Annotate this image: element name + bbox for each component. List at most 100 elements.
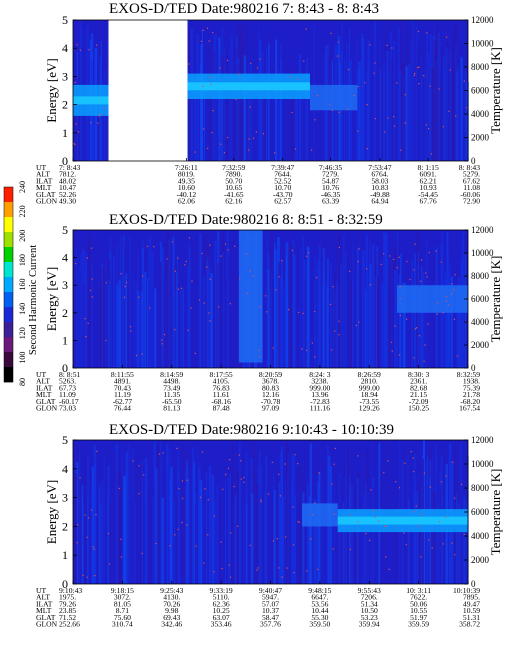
spectrum-streak bbox=[224, 285, 226, 368]
temperature-point bbox=[90, 122, 92, 124]
spectrum-streak bbox=[167, 239, 170, 368]
spectrum-streak bbox=[399, 70, 402, 161]
spectrum-streak bbox=[287, 472, 288, 584]
spectrum-streak bbox=[82, 283, 86, 368]
temperature-point bbox=[209, 278, 211, 280]
spectrum-streak bbox=[74, 501, 77, 584]
spectrum-streak bbox=[443, 271, 446, 368]
temperature-point bbox=[418, 83, 420, 85]
table-row-label: ILAT bbox=[36, 383, 53, 392]
spectrum-streak bbox=[87, 498, 89, 584]
spectrum-streak bbox=[213, 80, 214, 161]
temperature-point bbox=[199, 496, 202, 498]
spectrum-streak bbox=[228, 46, 230, 161]
temperature-point bbox=[346, 108, 349, 110]
temperature-point bbox=[240, 460, 242, 462]
table-cell: 9.98 bbox=[165, 606, 178, 615]
spectrum-streak bbox=[413, 490, 416, 584]
spectrum-streak bbox=[121, 449, 123, 584]
temperature-point bbox=[100, 113, 102, 115]
spectrum-streak bbox=[76, 462, 79, 584]
table-cell: 5279. bbox=[463, 170, 480, 179]
table-cell: 7:26:11 bbox=[175, 163, 198, 172]
spectrum-streak bbox=[460, 57, 463, 162]
temperature-point bbox=[369, 284, 371, 286]
temperature-point bbox=[297, 78, 299, 80]
spectrum-streak bbox=[445, 47, 449, 161]
temperature-point bbox=[284, 463, 286, 465]
spectrum-streak bbox=[78, 452, 81, 584]
temperature-point bbox=[245, 253, 247, 255]
table-cell: 54.87 bbox=[322, 176, 339, 185]
table-cell: 9:33:19 bbox=[210, 586, 233, 595]
spectrum-streak bbox=[394, 502, 397, 584]
y2-tick-label: 4000 bbox=[471, 531, 490, 541]
spectrum-streak bbox=[435, 493, 436, 584]
temperature-point bbox=[440, 261, 442, 263]
spectrum-streak bbox=[316, 482, 320, 584]
table-cell: 310.74 bbox=[112, 620, 133, 629]
spectrum-streak bbox=[362, 255, 364, 368]
spectrum-streak bbox=[76, 78, 79, 161]
spectrum-streak bbox=[327, 258, 329, 368]
spectrum-streak bbox=[176, 495, 178, 584]
table-row-label: GLON bbox=[36, 620, 58, 629]
temperature-point bbox=[416, 327, 418, 329]
temperature-point bbox=[124, 285, 126, 288]
temperature-point bbox=[293, 572, 295, 574]
spectrum-streak bbox=[449, 52, 451, 161]
temperature-point bbox=[201, 252, 203, 255]
temperature-point bbox=[177, 257, 179, 259]
temperature-point bbox=[78, 131, 80, 133]
table-cell: 10.76 bbox=[322, 183, 339, 192]
temperature-point bbox=[243, 481, 245, 483]
y2-tick-label: 12000 bbox=[471, 225, 494, 235]
table-cell: 80.83 bbox=[262, 383, 279, 392]
temperature-point bbox=[445, 516, 447, 518]
temperature-point bbox=[334, 330, 336, 332]
temperature-point bbox=[306, 255, 308, 257]
table-cell: 6091. bbox=[420, 170, 437, 179]
spectrum-streak bbox=[153, 441, 156, 584]
table-cell: 97.09 bbox=[262, 404, 279, 413]
spectrum-streak bbox=[363, 269, 364, 368]
temperature-point bbox=[130, 330, 132, 332]
temperature-point bbox=[162, 452, 164, 454]
spectrum-streak bbox=[285, 242, 289, 368]
spectrum-streak bbox=[119, 236, 121, 368]
table-cell: -70.78 bbox=[261, 397, 281, 406]
table-cell: 50.70 bbox=[225, 176, 242, 185]
temperature-point bbox=[333, 513, 335, 515]
spectrum-streak bbox=[161, 246, 163, 368]
colorbar: 80 100 120 140 160 180 200 220 240 Second Harmoni… bbox=[3, 181, 39, 386]
table-cell: 999.00 bbox=[359, 383, 380, 392]
temperature-point bbox=[403, 532, 405, 534]
spectrum-streak bbox=[213, 503, 215, 584]
spectrum-streak bbox=[213, 73, 214, 161]
spectrum-streak bbox=[129, 236, 132, 368]
temperature-point bbox=[217, 306, 220, 308]
spectrum-streak bbox=[387, 263, 391, 368]
y2-tick-label: 10000 bbox=[471, 459, 494, 469]
temperature-point bbox=[208, 40, 210, 42]
temperature-point bbox=[337, 41, 339, 43]
colorbar-tick-label: 200 bbox=[18, 230, 27, 242]
temperature-point bbox=[191, 280, 193, 282]
temperature-point bbox=[398, 487, 401, 489]
temperature-point bbox=[220, 255, 222, 257]
temperature-point bbox=[164, 333, 166, 336]
spectrum-streak bbox=[426, 32, 428, 162]
spectrum-streak bbox=[298, 464, 302, 584]
temperature-point bbox=[213, 571, 215, 573]
temperature-point bbox=[426, 32, 428, 34]
temperature-point bbox=[272, 347, 274, 349]
temperature-point bbox=[386, 44, 388, 46]
spectrum-streak bbox=[401, 65, 404, 161]
table-cell: 70.26 bbox=[163, 599, 180, 608]
temperature-point bbox=[246, 292, 248, 294]
spectrum-streak bbox=[264, 491, 267, 584]
temperature-point bbox=[428, 128, 430, 130]
y2-tick-label: 2000 bbox=[471, 555, 490, 565]
spectrum-streak bbox=[352, 244, 354, 368]
temperature-point bbox=[202, 85, 204, 87]
